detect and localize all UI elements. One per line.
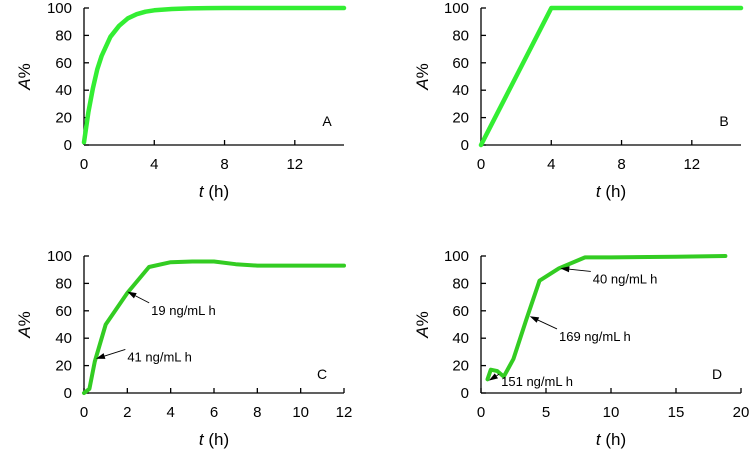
y-tick-label: 40 bbox=[452, 330, 469, 347]
x-tick-label: 8 bbox=[220, 156, 228, 173]
x-tick-label: 4 bbox=[150, 156, 158, 173]
series-line bbox=[81, 5, 347, 145]
panel-letter: C bbox=[317, 366, 327, 382]
series-line bbox=[485, 254, 728, 382]
y-tick-label: 80 bbox=[55, 275, 72, 292]
y-tick-label: 40 bbox=[55, 330, 72, 347]
annotation-label: 169 ng/mL h bbox=[559, 329, 631, 344]
y-tick-label: 40 bbox=[452, 82, 469, 99]
y-tick-label: 100 bbox=[47, 248, 72, 265]
x-tick-label: 8 bbox=[253, 404, 261, 421]
x-tick-label: 20 bbox=[733, 404, 750, 421]
x-tick-label: 10 bbox=[292, 404, 309, 421]
panel-letter: B bbox=[719, 113, 728, 129]
annotation-arrowhead bbox=[560, 266, 570, 273]
y-axis-label: A% bbox=[15, 63, 34, 90]
y-tick-label: 60 bbox=[55, 55, 72, 72]
y-tick-label: 80 bbox=[452, 275, 469, 292]
y-tick-label: 20 bbox=[55, 358, 72, 375]
y-axis-label: A% bbox=[15, 311, 34, 338]
x-tick-label: 0 bbox=[477, 156, 485, 173]
y-tick-label: 60 bbox=[452, 55, 469, 72]
x-tick-label: 6 bbox=[210, 404, 218, 421]
y-tick-label: 60 bbox=[452, 303, 469, 320]
annotation-arrow bbox=[496, 373, 500, 377]
x-axis-label: t (h) bbox=[199, 430, 229, 449]
y-tick-label: 80 bbox=[452, 27, 469, 44]
x-axis-label: t (h) bbox=[199, 182, 229, 201]
annotation-arrowhead bbox=[488, 373, 499, 381]
annotation-arrowhead bbox=[95, 353, 106, 359]
series-line bbox=[82, 259, 346, 395]
x-tick-label: 12 bbox=[336, 404, 353, 421]
x-tick-label: 15 bbox=[668, 404, 685, 421]
panel-letter: A bbox=[322, 113, 332, 129]
annotation-label: 41 ng/mL h bbox=[127, 349, 192, 364]
series-line bbox=[478, 5, 744, 148]
x-tick-label: 4 bbox=[547, 156, 555, 173]
annotation-label: 40 ng/mL h bbox=[593, 271, 658, 286]
x-tick-label: 2 bbox=[123, 404, 131, 421]
x-tick-label: 0 bbox=[477, 404, 485, 421]
annotation-label: 151 ng/mL h bbox=[501, 374, 573, 389]
x-tick-label: 5 bbox=[542, 404, 550, 421]
y-tick-label: 20 bbox=[55, 110, 72, 127]
y-tick-label: 100 bbox=[444, 248, 469, 265]
y-tick-label: 40 bbox=[55, 82, 72, 99]
x-tick-label: 0 bbox=[80, 156, 88, 173]
x-tick-label: 12 bbox=[286, 156, 303, 173]
panel-c: 0 20 40 60 80 100 0 2 4 6 8 10 12 t (h) A% 19 ng/mL h 41… bbox=[15, 248, 352, 449]
panel-d: 0 20 40 60 80 100 0 5 10 15 20 t (h) A% 40 ng/mL h 169… bbox=[413, 248, 749, 449]
x-tick-label: 8 bbox=[617, 156, 625, 173]
y-tick-label: 20 bbox=[452, 110, 469, 127]
y-tick-label: 0 bbox=[461, 137, 469, 154]
x-tick-label: 10 bbox=[603, 404, 620, 421]
panel-letter: D bbox=[712, 366, 722, 382]
annotation-arrow bbox=[104, 349, 126, 357]
annotation-arrow bbox=[135, 295, 150, 304]
annotation-arrow bbox=[537, 319, 558, 330]
panel-a: 0 20 40 60 80 100 0 4 8 12 t (h) A% A bbox=[15, 0, 347, 201]
panel-b: 0 20 40 60 80 100 0 4 8 12 t (h) A% B bbox=[413, 0, 744, 201]
annotation-arrow bbox=[569, 268, 591, 272]
y-tick-label: 0 bbox=[64, 385, 72, 402]
x-axis-label: t (h) bbox=[596, 182, 626, 201]
x-tick-label: 12 bbox=[683, 156, 700, 173]
x-axis-label: t (h) bbox=[596, 430, 626, 449]
y-tick-label: 100 bbox=[47, 0, 72, 17]
annotation-label: 19 ng/mL h bbox=[151, 303, 216, 318]
annotation-arrowhead bbox=[127, 291, 137, 299]
y-tick-label: 80 bbox=[55, 27, 72, 44]
y-tick-label: 0 bbox=[64, 137, 72, 154]
y-tick-label: 0 bbox=[461, 385, 469, 402]
y-tick-label: 20 bbox=[452, 358, 469, 375]
y-axis-label: A% bbox=[413, 63, 432, 90]
y-tick-label: 100 bbox=[444, 0, 469, 17]
x-tick-label: 4 bbox=[166, 404, 174, 421]
x-tick-label: 0 bbox=[80, 404, 88, 421]
y-tick-label: 60 bbox=[55, 303, 72, 320]
y-axis-label: A% bbox=[413, 311, 432, 338]
annotation-arrowhead bbox=[529, 316, 540, 323]
